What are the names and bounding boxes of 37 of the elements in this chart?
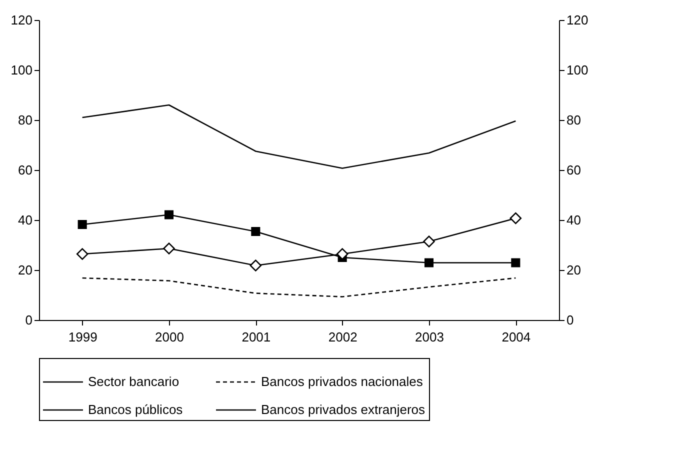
point [423,236,435,248]
point [250,260,262,272]
y2-tick-label: 60 [566,162,581,178]
line-series [82,277,516,298]
x-tick-label: 2003 [415,330,444,344]
point [424,258,434,268]
point [78,220,87,230]
y-tick-label: 60 [18,162,32,178]
point [163,242,175,254]
point [164,210,174,220]
y2-tick-label: 80 [566,112,581,128]
y2-tick-label: 40 [566,212,581,228]
x-tick-label: 2002 [328,330,358,344]
point [510,212,522,224]
y2-tick-label: 120 [566,12,588,28]
y-tick-label: 120 [10,12,32,28]
y2-tick-label: 0 [566,312,574,328]
legend-label: Bancos privados nacionales [261,374,424,389]
point [336,248,348,260]
point [251,226,260,236]
y-tick-label: 40 [18,212,32,228]
x-tick-label: 2004 [502,330,531,344]
y2-tick-label: 100 [566,62,588,78]
x-tick-label: 1999 [68,330,98,344]
x-tick-label: 2000 [155,330,184,344]
point [511,258,520,268]
x-tick-label: 2001 [242,330,271,344]
y-tick-label: 80 [18,112,32,128]
line-series [82,104,516,169]
y2-tick-label: 20 [566,262,581,278]
legend-label: Sector bancario [88,374,180,389]
point [76,248,88,260]
legend-label: Bancos públicos [88,402,184,417]
y-tick-label: 100 [10,62,32,78]
legend-label: Bancos privados extranjeros [261,402,426,417]
y-tick-label: 20 [18,262,32,278]
y-tick-label: 0 [25,312,32,328]
